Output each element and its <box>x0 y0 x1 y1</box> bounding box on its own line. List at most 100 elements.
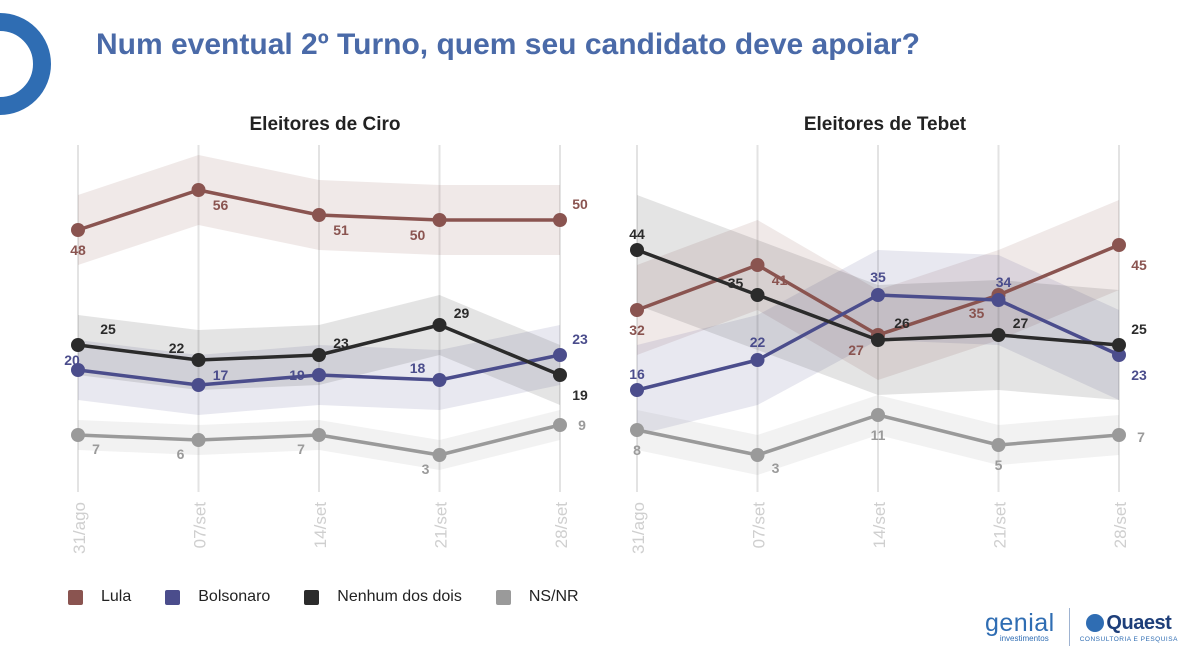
data-label-nenhum: 23 <box>333 335 349 351</box>
quaest-wordmark: Quaest <box>1106 611 1172 634</box>
data-point-lula <box>191 183 206 197</box>
data-point-bolsonaro <box>553 348 567 362</box>
data-point-bolsonaro <box>312 368 326 382</box>
data-label-nsnr: 11 <box>871 427 886 443</box>
quaest-logo: Quaest CONSULTORIA E PESQUISA <box>1080 612 1178 643</box>
data-label-nsnr: 3 <box>422 461 430 477</box>
data-label-bolsonaro: 17 <box>213 367 229 383</box>
quaest-subtitle: CONSULTORIA E PESQUISA <box>1079 635 1178 643</box>
data-label-nenhum: 44 <box>629 226 645 242</box>
legend-swatch-bolsonaro <box>165 589 181 605</box>
data-point-nsnr <box>312 428 326 442</box>
chart-panel-1: Eleitores de Ciro 48 56 51 50 50 20 17 19 18 23 25 2… <box>64 114 588 554</box>
data-label-bolsonaro: 23 <box>572 331 588 347</box>
chart-title: Eleitores de Ciro <box>250 114 401 135</box>
logo-divider <box>1068 608 1070 646</box>
legend-label: NS/NR <box>528 588 579 605</box>
data-point-nsnr <box>991 438 1006 452</box>
data-label-nenhum: 35 <box>728 275 744 291</box>
decorative-arc <box>0 13 51 115</box>
data-label-nenhum: 25 <box>1131 321 1147 337</box>
data-point-bolsonaro <box>432 373 447 387</box>
data-label-lula: 50 <box>410 227 426 243</box>
legend-swatch-lula <box>68 589 83 605</box>
data-point-lula <box>630 303 644 317</box>
data-label-nsnr: 5 <box>995 457 1003 473</box>
data-point-bolsonaro <box>630 383 644 397</box>
data-label-nenhum: 26 <box>894 315 910 331</box>
legend-label: Nenhum dos dois <box>337 588 462 605</box>
chart-title: Eleitores de Tebet <box>804 114 967 135</box>
data-point-bolsonaro <box>191 378 206 392</box>
data-point-lula <box>71 223 85 237</box>
data-label-bolsonaro: 34 <box>996 274 1012 290</box>
data-label-lula: 56 <box>213 197 229 213</box>
data-label-bolsonaro: 20 <box>64 352 80 368</box>
data-label-bolsonaro: 22 <box>750 334 766 350</box>
data-label-nsnr: 7 <box>92 441 100 457</box>
data-label-lula: 32 <box>629 322 645 338</box>
data-point-nenhum <box>991 328 1006 342</box>
data-point-lula <box>750 258 765 272</box>
data-point-nsnr <box>871 408 885 422</box>
data-label-lula: 48 <box>70 242 86 258</box>
x-tick-label: 14/set <box>870 502 889 549</box>
data-point-bolsonaro <box>991 293 1006 307</box>
data-label-lula: 35 <box>969 305 985 321</box>
legend-swatch-nenhum <box>304 589 320 605</box>
x-tick-label: 31/ago <box>70 502 89 554</box>
legend-item-bolsonaro: Bolsonaro <box>165 588 270 606</box>
data-point-nsnr <box>71 428 85 442</box>
data-label-nsnr: 3 <box>772 460 780 476</box>
legend-swatch-nsnr <box>495 589 511 605</box>
legend: Lula Bolsonaro Nenhum dos dois NS/NR <box>68 588 613 606</box>
data-label-bolsonaro: 16 <box>629 366 645 382</box>
data-point-lula <box>1112 238 1126 252</box>
x-tick-label: 31/ago <box>629 502 648 554</box>
quaest-mark-icon <box>1086 614 1105 632</box>
legend-item-nsnr: NS/NR <box>495 588 579 606</box>
x-tick-label: 28/set <box>1111 502 1130 549</box>
data-point-nsnr <box>630 423 644 437</box>
data-label-lula: 51 <box>333 222 349 238</box>
data-label-nsnr: 9 <box>578 417 586 433</box>
legend-item-lula: Lula <box>68 588 131 606</box>
data-label-lula: 41 <box>772 272 788 288</box>
data-point-nenhum <box>191 353 206 367</box>
data-point-nsnr <box>750 448 765 462</box>
data-point-nsnr <box>553 418 567 432</box>
x-tick-label: 21/set <box>991 502 1010 549</box>
data-point-nenhum <box>553 368 567 382</box>
data-point-nenhum <box>871 333 885 347</box>
data-point-bolsonaro <box>1112 348 1126 362</box>
legend-label: Bolsonaro <box>198 588 271 605</box>
genial-subtitle: investimentos <box>999 634 1049 643</box>
x-tick-label: 07/set <box>750 502 769 549</box>
data-label-nsnr: 6 <box>177 446 185 462</box>
data-label-nenhum: 19 <box>572 387 588 403</box>
data-point-bolsonaro <box>871 288 885 302</box>
data-point-nenhum <box>71 338 85 352</box>
data-label-nsnr: 7 <box>1137 429 1145 445</box>
data-point-nenhum <box>630 243 644 257</box>
data-label-nenhum: 25 <box>100 321 116 337</box>
data-label-nenhum: 29 <box>454 305 470 321</box>
data-label-bolsonaro: 19 <box>289 367 305 383</box>
data-point-nsnr <box>432 448 447 462</box>
data-label-bolsonaro: 18 <box>410 360 426 376</box>
data-point-nsnr <box>1112 428 1126 442</box>
data-point-nenhum <box>750 288 765 302</box>
data-point-lula <box>553 213 567 227</box>
data-label-bolsonaro: 35 <box>870 269 886 285</box>
data-label-lula: 27 <box>848 342 864 358</box>
x-tick-label: 28/set <box>552 502 571 549</box>
data-label-bolsonaro: 23 <box>1131 367 1147 383</box>
x-tick-label: 07/set <box>191 502 210 549</box>
data-point-nenhum <box>432 318 447 332</box>
data-label-nsnr: 7 <box>297 441 305 457</box>
genial-wordmark: genial <box>985 609 1055 637</box>
x-tick-label: 14/set <box>311 502 330 549</box>
data-point-lula <box>432 213 447 227</box>
